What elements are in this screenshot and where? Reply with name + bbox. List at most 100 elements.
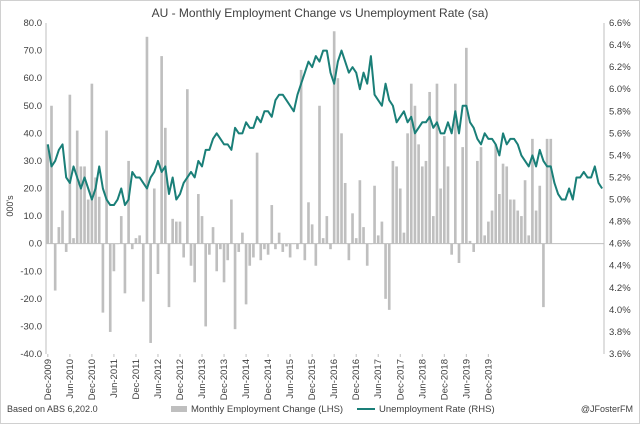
employment-bar: [119, 216, 123, 244]
employment-bar: [112, 243, 116, 272]
chart-title: AU - Monthly Employment Change vs Unempl…: [152, 6, 489, 20]
employment-bar: [241, 232, 244, 244]
employment-bar: [505, 166, 509, 244]
employment-bar: [413, 105, 417, 244]
employment-bar: [527, 235, 531, 244]
employment-bar: [325, 216, 329, 244]
employment-bar: [270, 205, 274, 244]
employment-bar: [134, 238, 138, 244]
right-tick-label: 6.4%: [609, 40, 631, 51]
employment-bar: [79, 166, 83, 244]
x-tick-label: Dec-2012: [175, 359, 186, 400]
axes-group: -40.0 -30.0 -20.0 -10.0 0.0 10.0 20.0 30.0 40.0 5…: [20, 18, 631, 400]
left-tick-label: 50.0: [24, 101, 43, 112]
employment-bar: [274, 243, 277, 250]
employment-bar: [138, 235, 141, 244]
right-tick-label: 4.2%: [609, 283, 631, 294]
x-tick-label: Dec-2009: [43, 359, 54, 400]
employment-bar: [380, 221, 384, 244]
employment-bar: [487, 221, 490, 244]
employment-bar: [321, 238, 325, 244]
employment-bar: [365, 243, 369, 266]
employment-bar: [435, 83, 439, 244]
employment-bar: [68, 94, 72, 244]
employment-bar: [351, 213, 354, 244]
employment-bar: [384, 243, 387, 299]
employment-bar: [369, 243, 373, 245]
employment-bar: [152, 188, 156, 244]
employment-bar: [476, 160, 479, 244]
employment-bar: [501, 163, 505, 244]
employment-bar: [307, 202, 310, 244]
employment-bar: [208, 243, 211, 255]
employment-bar: [167, 243, 171, 308]
employment-bar: [409, 83, 413, 244]
employment-bar: [402, 232, 406, 244]
x-tick-label: Jun-2014: [241, 359, 252, 399]
employment-bar: [314, 243, 318, 266]
left-tick-label: 0.0: [29, 239, 42, 250]
employment-bar: [354, 238, 358, 244]
x-tick-label: Jun-2010: [65, 359, 76, 399]
employment-bar: [252, 243, 255, 258]
employment-bar: [101, 243, 105, 313]
x-tick-label: Jun-2012: [153, 359, 164, 399]
x-tick-label: Jun-2013: [197, 359, 208, 399]
employment-bar: [94, 177, 97, 244]
right-tick-label: 6.2%: [609, 62, 631, 73]
employment-bar: [424, 160, 428, 244]
employment-bar: [61, 210, 64, 244]
employment-bar: [516, 210, 520, 244]
employment-bar: [509, 199, 512, 244]
employment-bar: [97, 196, 101, 244]
right-tick-label: 6.6%: [609, 18, 631, 29]
x-tick-label: Jun-2018: [417, 359, 428, 399]
employment-bar: [310, 224, 314, 244]
employment-bar: [303, 243, 307, 261]
employment-bar: [237, 243, 241, 252]
employment-bar: [248, 243, 252, 266]
left-tick-label: -20.0: [20, 294, 42, 305]
left-tick-label: -10.0: [20, 266, 42, 277]
employment-bar: [127, 160, 130, 244]
unemployment-rate-line: [46, 49, 603, 207]
employment-bar: [520, 216, 523, 244]
employment-bar: [156, 243, 160, 275]
employment-bar: [343, 182, 347, 244]
employment-bar: [358, 180, 362, 244]
employment-bar: [318, 105, 321, 244]
employment-bar: [226, 243, 230, 261]
x-tick-label: Dec-2014: [263, 359, 274, 400]
employment-bar: [299, 69, 303, 244]
employment-bar: [259, 243, 263, 261]
employment-bar: [340, 133, 343, 244]
employment-bar: [149, 243, 152, 343]
x-tick-label: Dec-2010: [87, 359, 98, 400]
employment-bar: [472, 243, 475, 252]
employment-bar: [428, 91, 431, 244]
employment-bar: [446, 166, 450, 244]
employment-bar: [450, 243, 453, 255]
legend: Monthly Employment Change (LHS) Unemploy…: [171, 404, 495, 415]
source-note: Based on ABS 6,202.0: [7, 404, 98, 414]
employment-bar: [182, 243, 185, 258]
x-tick-label: Dec-2011: [131, 359, 142, 400]
employment-bar: [549, 138, 553, 244]
employment-bar: [523, 180, 527, 244]
employment-bar: [538, 185, 542, 244]
x-tick-label: Dec-2019: [483, 359, 494, 400]
employment-bar: [130, 243, 134, 250]
employment-bar: [219, 243, 222, 250]
employment-bar: [465, 47, 468, 244]
employment-bar: [222, 243, 226, 283]
right-tick-label: 4.8%: [609, 217, 631, 228]
employment-bar: [417, 144, 420, 244]
legend-label-employment: Monthly Employment Change (LHS): [191, 404, 343, 415]
left-tick-label: 30.0: [24, 156, 43, 167]
right-tick-label: 3.6%: [609, 349, 631, 360]
x-tick-label: Jun-2016: [329, 359, 340, 399]
employment-bar: [483, 235, 487, 244]
employment-bar: [387, 243, 391, 310]
employment-bar: [281, 243, 285, 252]
employment-bar: [193, 243, 196, 283]
